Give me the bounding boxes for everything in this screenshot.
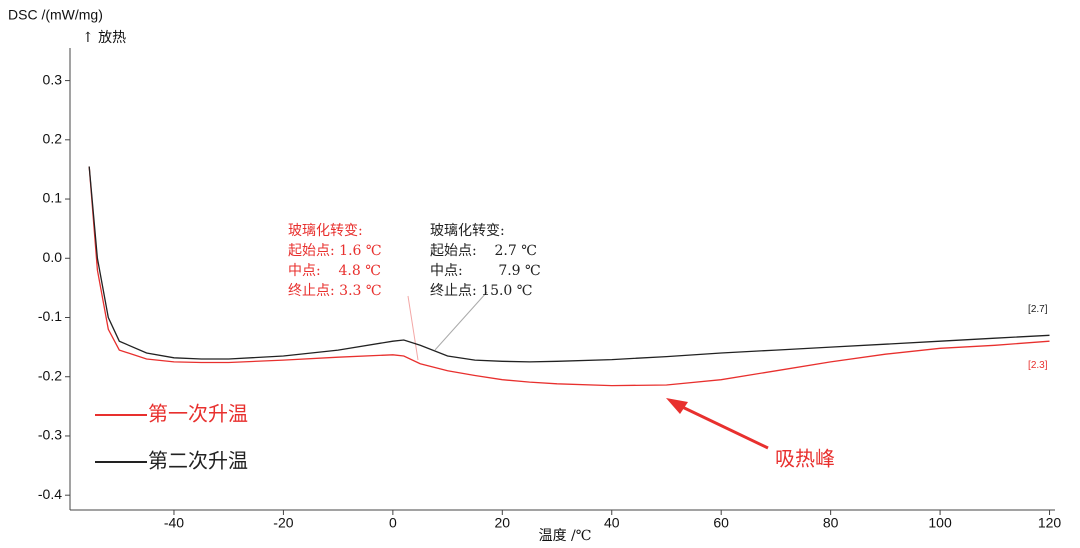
x-tick-label: 40 (604, 515, 620, 531)
x-tick-label: 120 (1038, 515, 1062, 531)
x-tick-label: 80 (823, 515, 839, 531)
y-tick-label: -0.1 (38, 308, 62, 324)
y-tick-label: 0.0 (43, 249, 63, 265)
annotation: 起始点: 2.7 ℃ (430, 243, 537, 259)
x-tick-label: 20 (495, 515, 511, 531)
legend-label: 第一次升温 (148, 402, 248, 426)
series-line (88, 166, 1050, 387)
x-axis-title: 温度 /℃ (539, 528, 592, 544)
arrow-shaft (675, 402, 769, 450)
annotation: 中点: 7.9 ℃ (430, 263, 541, 279)
peak-label: 吸热峰 (775, 447, 835, 471)
end-label: [2.7] (1028, 304, 1048, 315)
x-tick-label: 0 (389, 515, 397, 531)
annotation: 起始点: 1.6 ℃ (288, 243, 382, 259)
y-tick-label: -0.3 (38, 427, 62, 443)
annotation: 中点: 4.8 ℃ (288, 263, 381, 279)
y-tick-label: 0.3 (43, 71, 63, 87)
arrow-head (666, 398, 688, 414)
y-tick-label: -0.4 (38, 486, 62, 502)
series-line (88, 166, 1050, 363)
leader-line (407, 295, 419, 361)
x-tick-label: -40 (164, 515, 184, 531)
y-tick-label: -0.2 (38, 367, 62, 383)
annotation: 玻璃化转变: (288, 222, 363, 239)
y-tick-label: 0.2 (43, 131, 63, 147)
y-tick-label: 0.1 (43, 190, 63, 206)
annotation: 终止点: 3.3 ℃ (288, 283, 382, 299)
legend-label: 第二次升温 (148, 449, 248, 473)
x-tick-label: -20 (273, 515, 293, 531)
y-axis-note: ↑ 放热 (82, 30, 126, 46)
leader-line (434, 291, 488, 351)
x-tick-label: 60 (713, 515, 729, 531)
annotation: 玻璃化转变: (430, 222, 505, 239)
y-axis-title: DSC /(mW/mg) (8, 7, 103, 23)
x-tick-label: 100 (928, 515, 952, 531)
annotation: 终止点: 15.0 ℃ (430, 283, 532, 299)
end-label: [2.3] (1028, 360, 1048, 371)
